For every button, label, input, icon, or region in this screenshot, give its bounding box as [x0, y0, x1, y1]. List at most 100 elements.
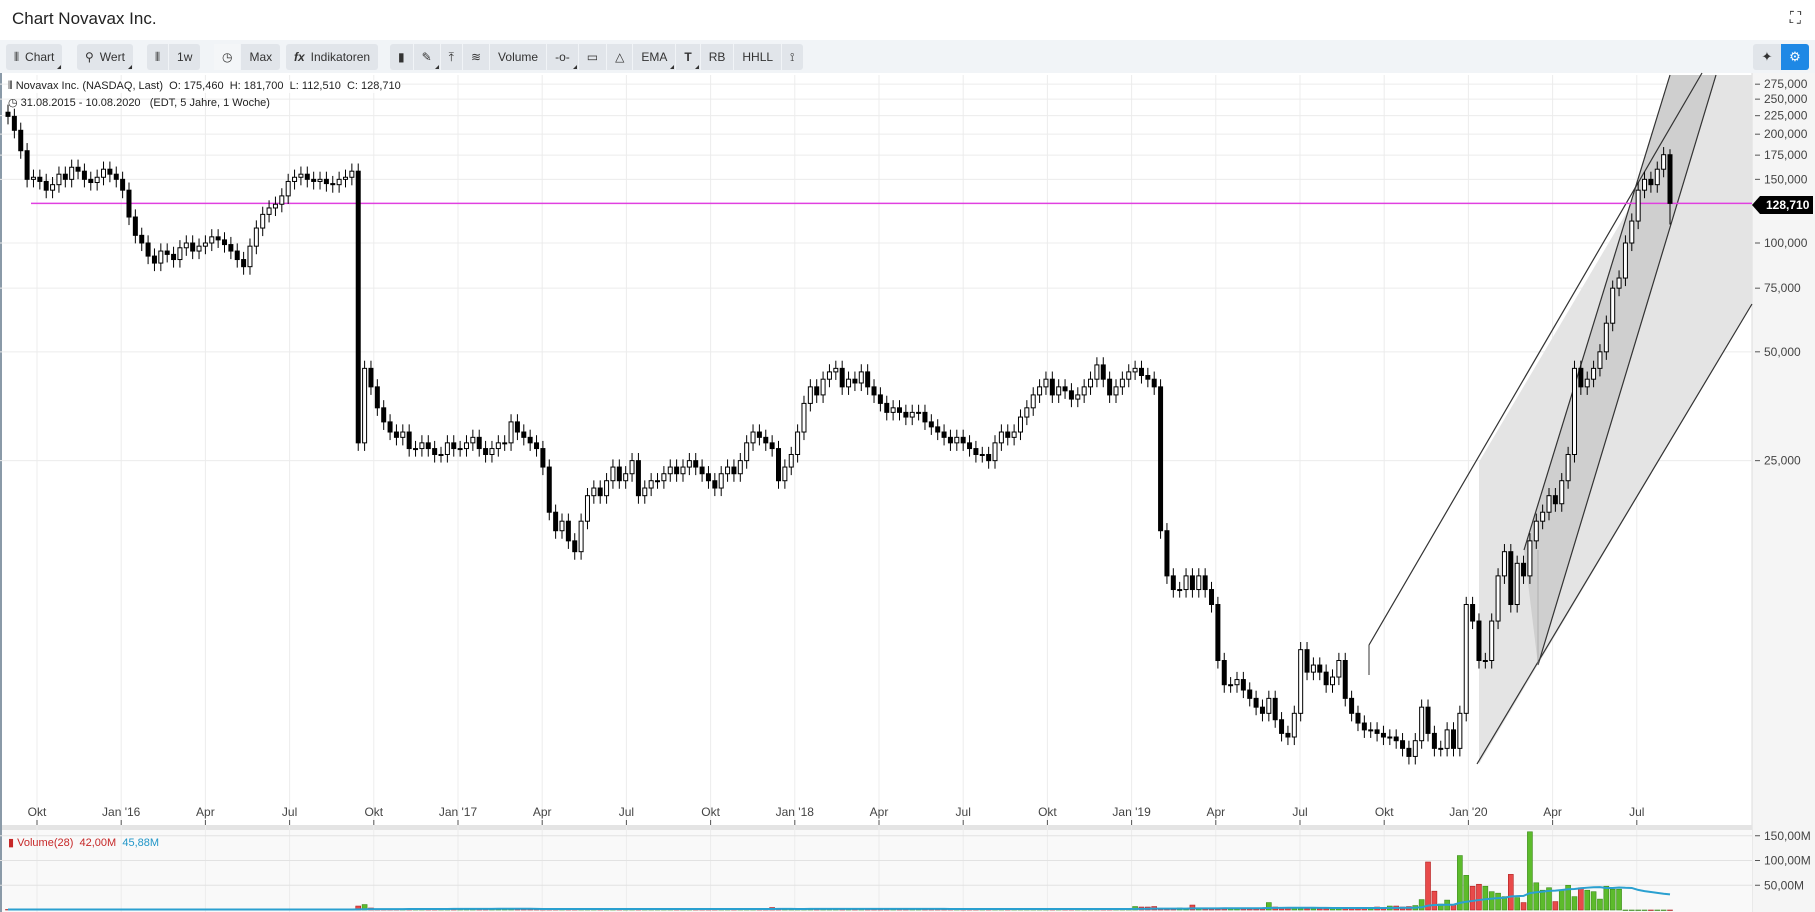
channel-upper-line[interactable]	[1368, 72, 1703, 646]
candle	[1005, 431, 1011, 438]
inner-channel-lower-line[interactable]	[1537, 74, 1717, 666]
pane-divider[interactable]	[0, 825, 1752, 830]
candle	[1355, 712, 1361, 724]
brush-button[interactable]: ✎	[414, 44, 441, 70]
volume-bar	[1488, 891, 1495, 911]
candle	[1349, 697, 1355, 714]
volume-bar	[1578, 887, 1584, 911]
candle	[712, 480, 718, 489]
inner-channel-fill	[1524, 75, 1716, 665]
candle	[1177, 589, 1183, 592]
interval-button[interactable]: 1w	[169, 44, 200, 70]
close-value: C: 128,710	[346, 80, 401, 92]
channel-lower-line[interactable]	[1476, 303, 1753, 765]
bookmark-button[interactable]: ▮	[390, 44, 414, 70]
volume-indicator-name[interactable]: Volume(28)	[17, 837, 74, 849]
volume-bar	[1616, 888, 1622, 911]
candle	[101, 168, 107, 178]
candle	[81, 170, 87, 180]
candle	[444, 442, 450, 455]
candle	[514, 421, 520, 433]
candle	[1501, 551, 1507, 577]
candle	[935, 426, 941, 433]
line-tool-button[interactable]: -o-	[547, 44, 579, 70]
candle	[1081, 386, 1087, 396]
rectangle-button[interactable]: ▭	[579, 44, 608, 70]
interval-label: 1w	[177, 50, 193, 64]
triangle-button[interactable]: △	[607, 44, 634, 70]
indicators-button[interactable]: fx Indikatoren	[286, 44, 378, 70]
candle	[553, 511, 559, 532]
candle	[113, 173, 119, 180]
volume-button[interactable]: Volume	[490, 44, 548, 70]
path-button[interactable]: ⟟	[782, 44, 802, 70]
chart-label: Chart	[25, 50, 55, 64]
x-tick-label: Jul	[619, 805, 634, 819]
candle	[559, 520, 565, 532]
volume-bar	[1558, 889, 1565, 911]
text-button[interactable]: T	[676, 44, 701, 70]
volume-bar	[1628, 909, 1635, 911]
volume-bar	[1527, 831, 1533, 911]
candle	[190, 242, 196, 252]
candle	[769, 442, 775, 450]
candle-interval-button[interactable]: ⫴	[147, 44, 170, 70]
candle	[438, 453, 444, 456]
candle	[1145, 375, 1151, 380]
candle	[1094, 364, 1100, 380]
candle	[1049, 378, 1055, 396]
candle	[973, 448, 979, 455]
regression-channel-drawing[interactable]	[1368, 72, 1753, 765]
candle	[1196, 575, 1202, 591]
candle	[292, 176, 298, 182]
range-button[interactable]: Max	[241, 44, 280, 70]
candle	[1361, 722, 1367, 731]
clock-button[interactable]: ◷	[214, 44, 242, 70]
x-tick-label: Jan '17	[439, 805, 478, 819]
rb-button[interactable]: RB	[701, 44, 735, 70]
candle	[584, 495, 590, 522]
wert-button[interactable]: ⚲ Wert	[77, 44, 133, 70]
ema-button[interactable]: EMA	[633, 44, 677, 70]
candle	[1368, 729, 1374, 732]
candle	[635, 460, 641, 497]
window-title: Chart Novavax Inc.	[12, 9, 157, 28]
x-tick-label: Jul	[1292, 805, 1307, 819]
fibonacci-button[interactable]: ≋	[463, 44, 491, 70]
candle	[1291, 712, 1297, 738]
chart-type-button[interactable]: ⫴ Chart	[6, 44, 62, 70]
candle	[177, 247, 183, 261]
candle	[992, 442, 998, 462]
sparkle-button[interactable]: ✦	[1753, 44, 1781, 70]
settings-button[interactable]: ⚙	[1781, 44, 1809, 70]
candle	[693, 460, 699, 468]
candle	[489, 448, 495, 455]
candle	[1470, 604, 1476, 622]
instrument-name[interactable]: Novavax Inc. (NASDAQ, Last)	[15, 80, 164, 92]
candle	[400, 431, 406, 438]
range-label: Max	[249, 50, 273, 64]
hhll-button[interactable]: HHLL	[734, 44, 783, 70]
candle	[196, 245, 202, 252]
candle	[826, 371, 832, 380]
volume-bar	[1266, 902, 1272, 911]
hhll-label: HHLL	[742, 50, 774, 64]
inner-channel-upper-line[interactable]	[1523, 74, 1671, 551]
volume-bar	[1418, 899, 1425, 911]
candle	[642, 487, 648, 497]
candle	[1170, 575, 1176, 591]
candle	[425, 442, 431, 450]
candle	[756, 431, 762, 438]
candle	[1068, 390, 1074, 400]
expand-icon[interactable]: ⛶	[1789, 10, 1801, 27]
volume-legend: ▮ Volume(28) 42,00M 45,88M	[8, 836, 159, 849]
candle	[381, 407, 387, 423]
candle	[858, 371, 864, 384]
upload-line-button[interactable]: ⤒	[441, 44, 463, 70]
volume-tick-label: 50,00M	[1764, 878, 1804, 892]
y-tick-label: 75,000	[1764, 281, 1801, 295]
candle	[686, 460, 692, 468]
candle	[1527, 540, 1533, 577]
candle	[158, 250, 164, 264]
